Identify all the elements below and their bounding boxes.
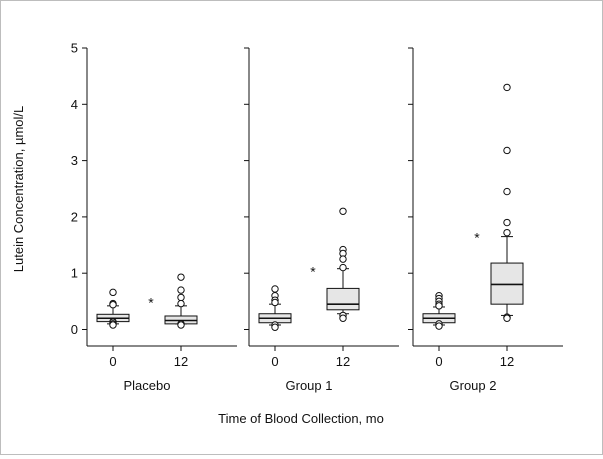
outlier-point bbox=[503, 187, 511, 196]
significance-marker: * bbox=[310, 263, 316, 279]
x-tick-label: 0 bbox=[109, 354, 116, 369]
y-tick-label: 1 bbox=[71, 266, 78, 281]
outlier-point bbox=[177, 286, 185, 294]
outlier-point bbox=[339, 255, 347, 263]
outlier-point bbox=[177, 273, 185, 281]
outlier-point bbox=[109, 321, 117, 329]
outlier-point bbox=[177, 293, 185, 302]
y-axis-label: Lutein Concentration, µmol/L bbox=[11, 106, 26, 272]
box bbox=[490, 262, 524, 305]
y-tick-label: 3 bbox=[71, 153, 78, 168]
panel-label: Group 2 bbox=[450, 378, 497, 393]
outlier-point bbox=[503, 218, 511, 227]
outlier-point bbox=[109, 301, 117, 309]
x-tick-label: 12 bbox=[336, 354, 350, 369]
y-tick-label: 4 bbox=[71, 97, 78, 112]
panel-2: 0 12 * Group 1 bbox=[244, 47, 399, 393]
significance-marker: * bbox=[474, 230, 480, 246]
x-tick-label: 0 bbox=[435, 354, 442, 369]
outlier-point bbox=[109, 288, 117, 297]
outlier-point bbox=[435, 302, 443, 310]
x-axis-label: Time of Blood Collection, mo bbox=[218, 411, 384, 426]
panel-label: Group 1 bbox=[286, 378, 333, 393]
panel-label: Placebo bbox=[124, 378, 171, 393]
outlier-point bbox=[271, 285, 279, 293]
outlier-point bbox=[503, 146, 511, 155]
x-tick-label: 12 bbox=[174, 354, 188, 369]
y-tick-label: 2 bbox=[71, 209, 78, 224]
y-tick-label: 5 bbox=[71, 41, 78, 56]
outlier-point bbox=[503, 314, 511, 322]
outlier-point bbox=[339, 314, 347, 322]
significance-marker: * bbox=[148, 294, 154, 310]
x-tick-label: 0 bbox=[271, 354, 278, 369]
outlier-point bbox=[271, 323, 279, 331]
outlier-point bbox=[177, 299, 185, 308]
outlier-point bbox=[503, 228, 511, 237]
box bbox=[326, 287, 360, 311]
outlier-point bbox=[435, 322, 443, 330]
x-tick-label: 12 bbox=[500, 354, 514, 369]
outlier-point bbox=[339, 263, 347, 272]
y-tick-label: 0 bbox=[71, 322, 78, 337]
outlier-point bbox=[339, 207, 347, 215]
outlier-point bbox=[271, 298, 279, 307]
panel-3: 0 12 * Group 2 bbox=[408, 47, 563, 393]
outlier-point bbox=[503, 83, 511, 92]
outlier-point bbox=[177, 321, 185, 329]
